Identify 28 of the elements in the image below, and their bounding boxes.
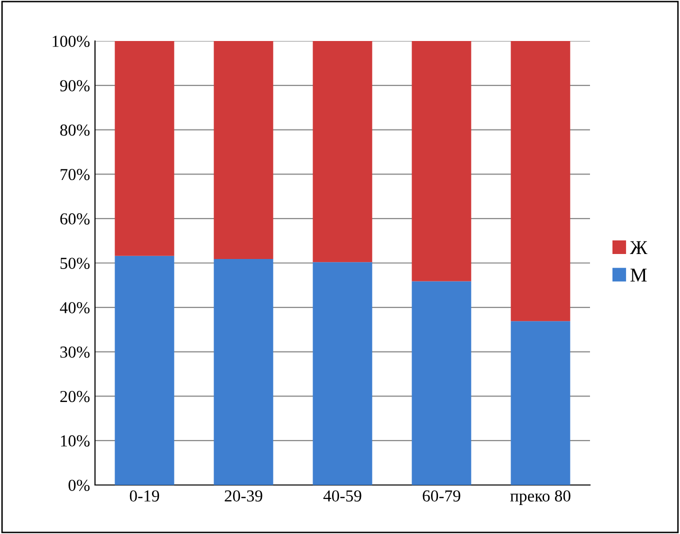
legend-label: М xyxy=(630,268,647,282)
x-tick-label: 0-19 xyxy=(130,490,160,502)
bar xyxy=(312,41,372,262)
y-tick-label: 100% xyxy=(52,36,90,47)
bar xyxy=(114,41,174,256)
x-tick-label: 20-39 xyxy=(224,490,262,502)
x-tick-label: 60-79 xyxy=(422,490,460,502)
bar xyxy=(114,256,174,485)
y-tick-label: 80% xyxy=(60,124,90,136)
y-tick-label: 50% xyxy=(60,258,90,269)
y-tick-label: 70% xyxy=(60,168,90,180)
bar xyxy=(312,262,372,485)
bar xyxy=(510,321,570,485)
bar xyxy=(214,259,274,485)
bar xyxy=(510,41,570,322)
x-tick-label: 40-59 xyxy=(323,490,362,502)
y-tick-label: 60% xyxy=(60,213,90,225)
y-tick-label: 0% xyxy=(68,480,90,491)
bar xyxy=(214,41,274,260)
legend-label: Ж xyxy=(630,241,648,254)
x-tick-label: преко 80 xyxy=(510,490,570,505)
y-tick-label: 10% xyxy=(61,435,90,447)
y-tick-label: 40% xyxy=(60,302,90,314)
bar xyxy=(412,281,472,485)
y-tick-label: 30% xyxy=(60,346,90,358)
y-tick-label: 20% xyxy=(60,390,90,402)
bar xyxy=(412,41,472,282)
y-tick-label: 90% xyxy=(60,80,90,92)
